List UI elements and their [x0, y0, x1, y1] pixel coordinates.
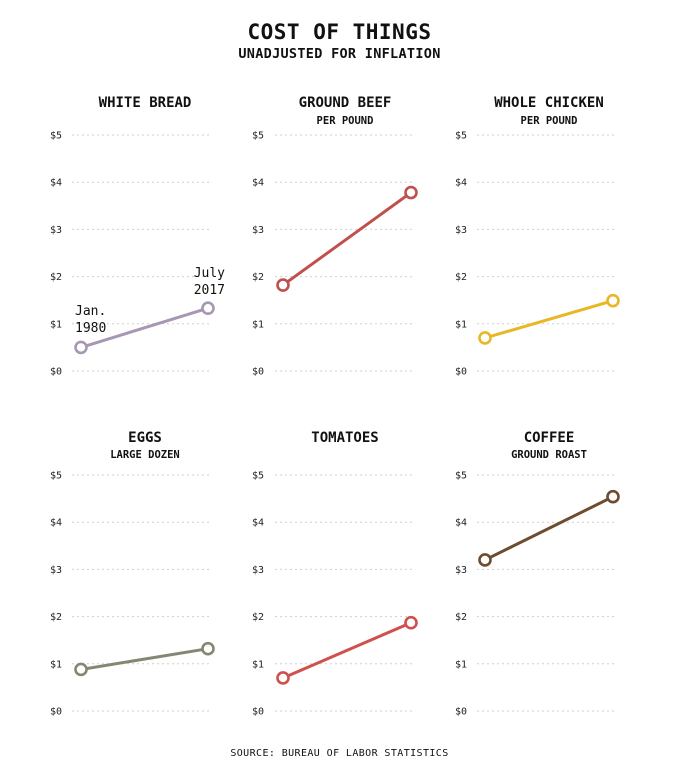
chart-panel-4: EGGS LARGE DOZEN $0 $1 $2 $3 $4 $5	[50, 430, 215, 718]
panel-subtitle: LARGE DOZEN	[110, 449, 180, 461]
y-tick-label: $2	[252, 612, 264, 623]
y-tick-label: $3	[455, 225, 467, 236]
y-tick-label: $1	[252, 319, 264, 330]
y-tick-label: $1	[455, 659, 467, 670]
point-end	[606, 489, 620, 504]
chart-panel-6: COFFEE GROUND ROAST $0 $1 $2 $3 $4 $5	[455, 430, 620, 718]
y-tick-label: $4	[50, 178, 62, 189]
y-tick-label: $5	[50, 471, 62, 482]
y-tick-label: $0	[252, 707, 264, 718]
series-line	[79, 647, 210, 671]
y-tick-label: $1	[455, 319, 467, 330]
y-tick-label: $5	[455, 471, 467, 482]
panel-title: GROUND BEEF	[299, 95, 392, 111]
panel-title: WHITE BREAD	[99, 95, 192, 111]
series-line	[483, 495, 615, 562]
y-tick-label: $2	[50, 272, 62, 283]
point-end	[606, 293, 620, 308]
series-line	[79, 306, 210, 349]
y-tick-label: $1	[252, 659, 264, 670]
y-tick-label: $3	[252, 565, 264, 576]
y-tick-label: $3	[50, 565, 62, 576]
y-tick-label: $4	[455, 518, 467, 529]
y-tick-label: $1	[50, 319, 62, 330]
y-tick-label: $4	[455, 178, 467, 189]
y-tick-label: $5	[455, 131, 467, 142]
y-tick-label: $2	[455, 272, 467, 283]
y-tick-label: $3	[455, 565, 467, 576]
y-tick-label: $4	[50, 518, 62, 529]
chart-subtitle: UNADJUSTED FOR INFLATION	[238, 46, 441, 62]
point-start	[478, 553, 492, 567]
y-tick-label: $4	[252, 178, 264, 189]
y-tick-label: $3	[252, 225, 264, 236]
panel-title: TOMATOES	[311, 430, 378, 446]
point-start	[276, 671, 290, 685]
series-line	[281, 621, 413, 680]
chart-panel-1: WHITE BREAD $0 $1 $2 $3 $4 $5 Jan. 1980 July 2017	[50, 95, 225, 378]
y-tick-label: $0	[455, 367, 467, 378]
chart-panel-2: GROUND BEEF PER POUND $0 $1 $2 $3 $4 $5	[252, 95, 418, 378]
y-tick-label: $2	[455, 612, 467, 623]
panel-title: WHOLE CHICKEN	[494, 95, 604, 111]
y-tick-label: $0	[50, 707, 62, 718]
y-tick-label: $0	[50, 367, 62, 378]
panel-subtitle: PER POUND	[521, 115, 578, 127]
point-end	[404, 185, 418, 200]
point-start	[276, 278, 290, 292]
y-tick-label: $4	[252, 518, 264, 529]
series-line	[483, 299, 615, 340]
y-tick-label: $5	[252, 131, 264, 142]
point-end	[201, 641, 215, 656]
point-start	[74, 662, 88, 677]
chart-panel-5: TOMATOES $0 $1 $2 $3 $4 $5	[252, 430, 418, 718]
point-end	[404, 615, 418, 630]
panel-title: COFFEE	[524, 430, 575, 446]
y-tick-label: $5	[50, 131, 62, 142]
series-line	[281, 191, 413, 287]
chart-title: COST OF THINGS	[247, 20, 432, 44]
point-start	[74, 340, 88, 355]
source-note: SOURCE: BUREAU OF LABOR STATISTICS	[230, 748, 449, 759]
panel-subtitle: PER POUND	[317, 115, 374, 127]
y-tick-label: $0	[455, 707, 467, 718]
chart-panel-3: WHOLE CHICKEN PER POUND $0 $1 $2 $3 $4 $5	[455, 95, 620, 378]
y-tick-label: $0	[252, 367, 264, 378]
annotation-end: July 2017	[194, 266, 225, 298]
y-tick-label: $2	[252, 272, 264, 283]
y-tick-label: $1	[50, 659, 62, 670]
panel-title: EGGS	[128, 430, 162, 446]
point-end	[201, 301, 215, 316]
annotation-start: Jan. 1980	[75, 304, 106, 336]
point-start	[478, 331, 492, 345]
y-tick-label: $2	[50, 612, 62, 623]
y-tick-label: $5	[252, 471, 264, 482]
panel-subtitle: GROUND ROAST	[511, 449, 587, 461]
y-tick-label: $3	[50, 225, 62, 236]
